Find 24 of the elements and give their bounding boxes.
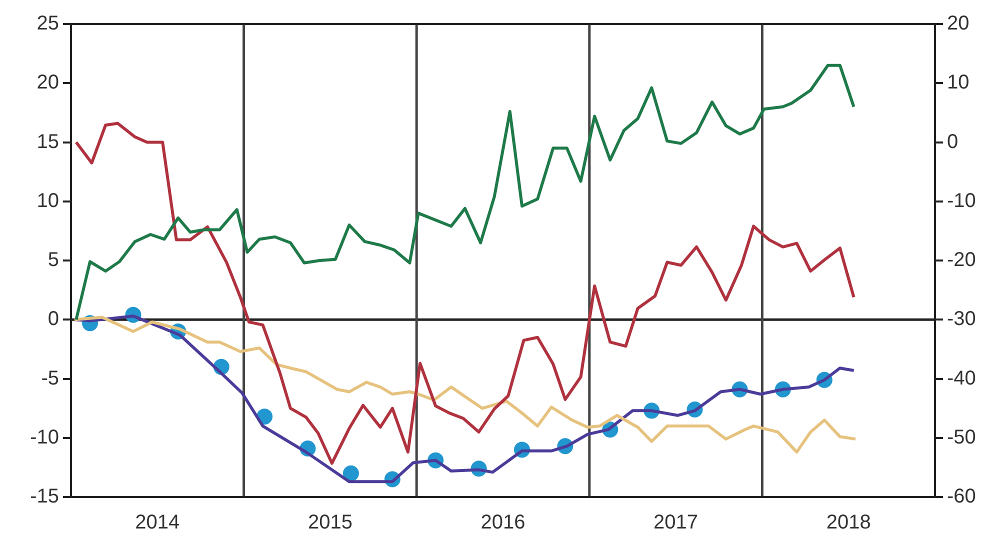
y-tick-label: -5 (41, 367, 59, 390)
x-tick-label: 2014 (135, 512, 180, 534)
y2-tick-label: 10 (947, 72, 970, 94)
y2-tick-label: 0 (947, 130, 958, 153)
y2-tick-label: -60 (947, 486, 976, 508)
y-tick-label: -10 (30, 426, 59, 448)
x-tick-label: 2016 (480, 512, 526, 534)
y2-tick-label: -40 (947, 367, 976, 390)
y2-tick-label: -10 (947, 190, 976, 212)
x-tick-label: 2015 (308, 512, 352, 534)
y-tick-label: 10 (36, 190, 59, 212)
y2-tick-label: -20 (947, 249, 976, 272)
y2-tick-label: 20 (947, 12, 970, 35)
y-tick-label: 0 (48, 308, 59, 330)
y2-tick-label: -50 (947, 426, 976, 448)
y-tick-label: 15 (36, 130, 59, 153)
x-tick-label: 2018 (826, 512, 871, 534)
y-tick-label: 25 (36, 12, 59, 35)
x-tick-label: 2017 (654, 512, 698, 534)
y-tick-label: -15 (30, 486, 59, 508)
y-tick-label: 20 (36, 72, 59, 94)
y-tick-label: 5 (48, 249, 59, 272)
y2-tick-label: -30 (947, 308, 976, 330)
point (342, 465, 359, 482)
